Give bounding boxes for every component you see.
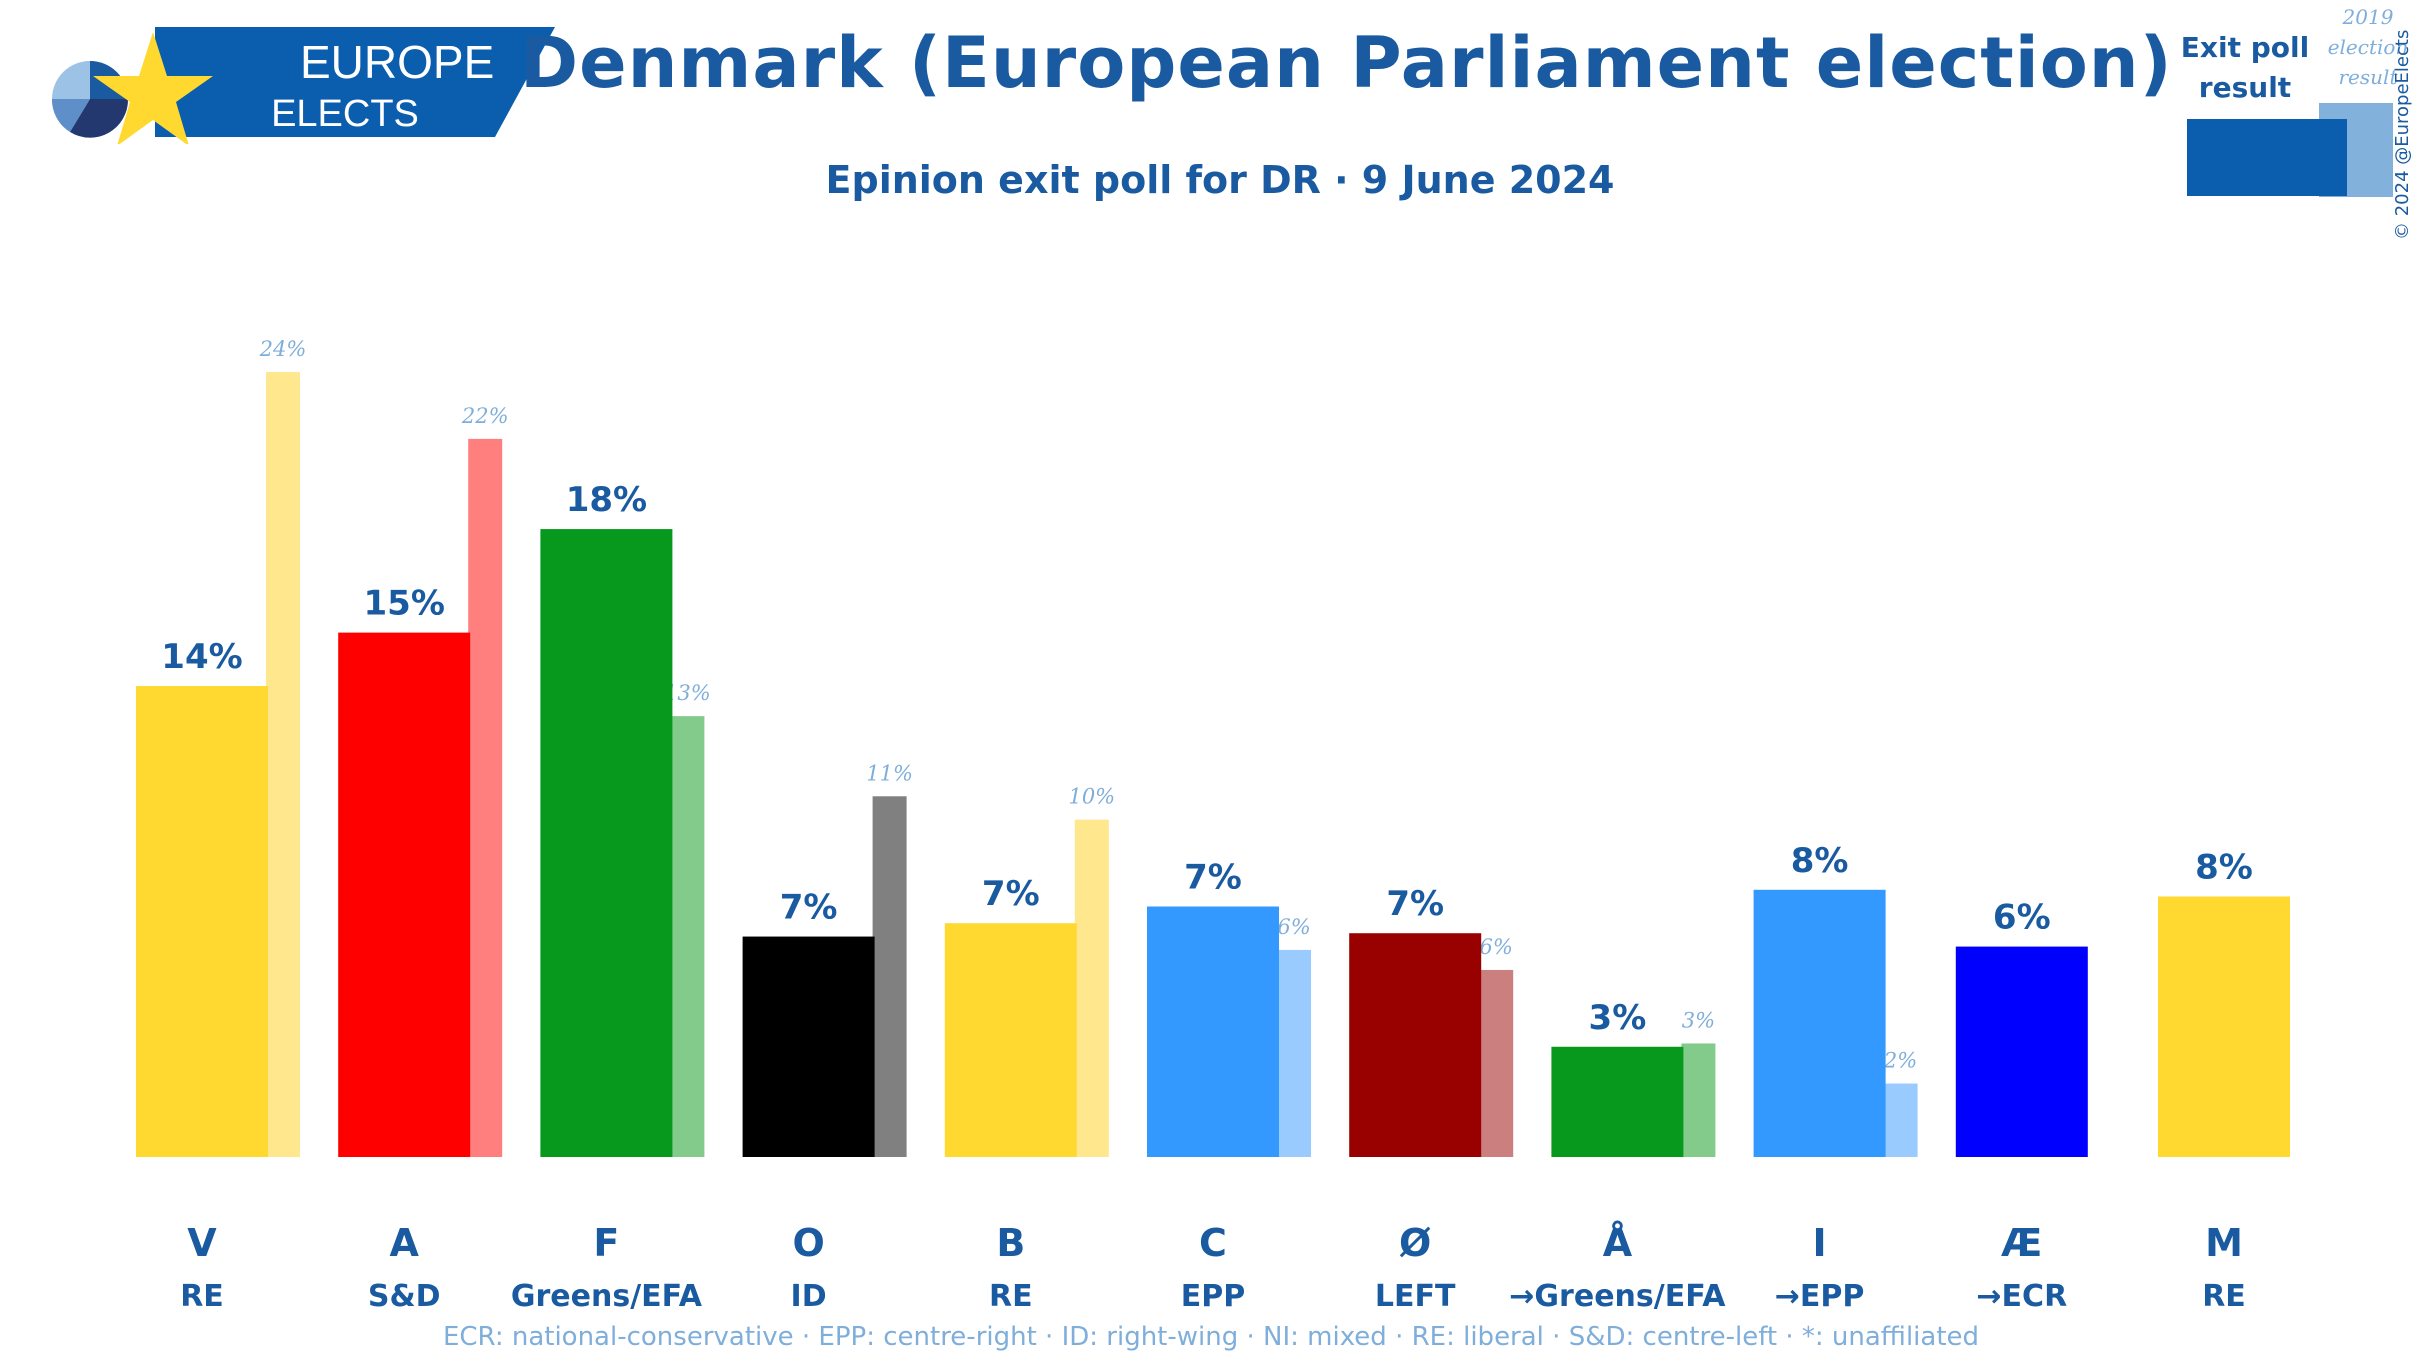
category-label-0: V (187, 1221, 217, 1265)
prev-value-label-5: 6% (1277, 915, 1310, 939)
group-label-10: RE (2202, 1279, 2246, 1314)
exit-bar-4 (944, 923, 1077, 1157)
logo-star-icon (93, 32, 213, 144)
prev-bar-1 (468, 438, 503, 1157)
exit-value-label-8: 8% (1791, 841, 1849, 881)
category-label-8: I (1813, 1221, 1827, 1265)
prev-value-label-4: 10% (1068, 785, 1115, 809)
group-label-2: Greens/EFA (511, 1279, 703, 1314)
exit-bar-10 (2158, 896, 2290, 1157)
exit-bar-2 (540, 529, 673, 1157)
exit-value-label-9: 6% (1993, 898, 2051, 938)
prev-bar-8 (1883, 1083, 1918, 1157)
exit-bar-3 (742, 936, 875, 1157)
exit-bar-7 (1551, 1046, 1684, 1157)
prev-bar-3 (872, 796, 907, 1157)
exit-value-label-10: 8% (2195, 847, 2253, 887)
logo-banner (155, 27, 555, 137)
group-label-3: ID (791, 1279, 827, 1314)
chart-legend: Exit poll result 2019 election result (2170, 0, 2422, 210)
page-title: Denmark (European Parliament election) (520, 22, 2173, 104)
exit-value-label-6: 7% (1386, 884, 1444, 924)
category-label-9: Æ (2001, 1221, 2042, 1265)
exit-bar-6 (1349, 933, 1482, 1157)
prev-value-label-3: 11% (866, 761, 913, 785)
prev-bar-4 (1074, 819, 1109, 1157)
category-label-1: A (389, 1221, 419, 1265)
exit-value-label-7: 3% (1589, 998, 1647, 1038)
europe-elects-logo: EUROPE ELECTS (51, 27, 555, 144)
group-label-5: EPP (1181, 1279, 1245, 1314)
group-label-0: RE (180, 1279, 224, 1314)
exit-value-label-2: 18% (566, 480, 647, 520)
exit-bar-5 (1147, 906, 1279, 1157)
prev-value-label-6: 6% (1480, 935, 1513, 959)
exit-value-label-0: 14% (161, 637, 242, 677)
prev-bar-6 (1479, 969, 1514, 1157)
exit-bar-8 (1753, 889, 1886, 1157)
group-label-8: →EPP (1775, 1279, 1865, 1314)
prev-bar-5 (1277, 949, 1311, 1157)
legend-exit-swatch (2187, 119, 2347, 196)
category-label-5: C (1199, 1221, 1227, 1265)
category-label-3: O (792, 1221, 824, 1265)
prev-bar-7 (1681, 1043, 1716, 1157)
legend-exit-label: Exit poll result (2180, 31, 2310, 104)
page-subtitle: Epinion exit poll for DR · 9 June 2024 (825, 158, 1615, 202)
group-label-1: S&D (368, 1279, 441, 1314)
prev-bar-0 (266, 372, 300, 1158)
prev-value-label-7: 3% (1682, 1008, 1715, 1032)
logo-line2: ELECTS (271, 93, 419, 135)
group-label-6: LEFT (1375, 1279, 1456, 1314)
exit-value-label-5: 7% (1184, 858, 1242, 898)
prev-bar-2 (670, 716, 705, 1157)
exit-value-label-1: 15% (364, 584, 445, 624)
exit-bar-9 (1955, 946, 2088, 1157)
exit-bar-0 (136, 686, 268, 1157)
exit-bar-1 (338, 632, 471, 1157)
category-label-10: M (2205, 1221, 2243, 1265)
group-label-7: →Greens/EFA (1509, 1279, 1726, 1314)
category-label-2: F (593, 1221, 619, 1265)
prev-value-label-8: 2% (1883, 1049, 1917, 1073)
prev-value-label-0: 24% (259, 337, 307, 361)
group-label-9: →ECR (1976, 1279, 2067, 1314)
footnote: ECR: national-conservative · EPP: centre… (442, 1322, 1980, 1352)
category-label-6: Ø (1399, 1221, 1431, 1265)
logo-line1: EUROPE (300, 36, 494, 88)
category-label-4: B (996, 1221, 1025, 1265)
category-label-7: Å (1603, 1221, 1633, 1265)
prev-value-label-1: 22% (461, 404, 509, 428)
group-label-4: RE (989, 1279, 1033, 1314)
legend-prev-label: 2019 election result (2327, 5, 2409, 89)
exit-value-label-4: 7% (982, 874, 1040, 914)
exit-value-label-3: 7% (780, 888, 838, 928)
